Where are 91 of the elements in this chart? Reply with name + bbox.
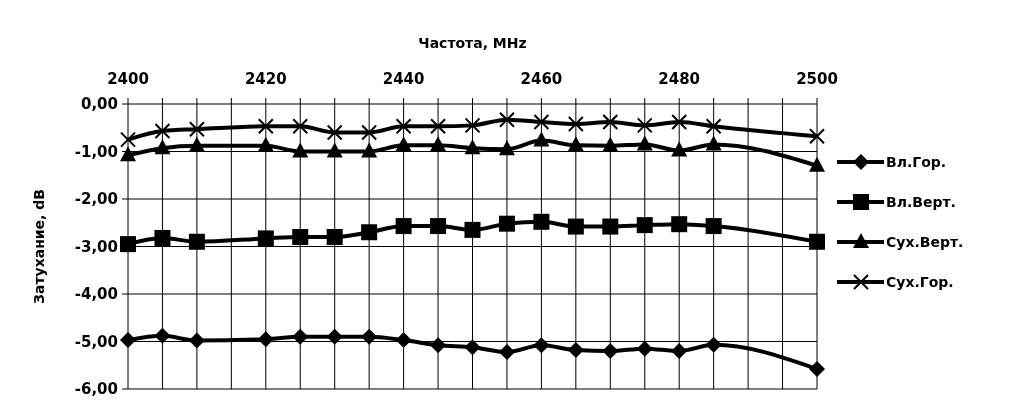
point [188, 121, 205, 138]
point [705, 135, 722, 151]
point [120, 131, 136, 148]
point [533, 337, 550, 354]
point [809, 156, 825, 172]
point [120, 146, 136, 162]
x-tick-label: 2460 [520, 70, 563, 88]
x-tick-label: 2420 [244, 70, 287, 88]
point [188, 332, 205, 349]
point [533, 131, 550, 147]
point [361, 124, 378, 141]
point [533, 213, 550, 230]
point [154, 327, 171, 344]
y-tick-label: -5,00 [74, 332, 118, 351]
y-tick-label: 0,00 [80, 95, 118, 114]
point [292, 229, 309, 245]
point [395, 332, 412, 349]
y-tick-label: -2,00 [74, 190, 118, 209]
y-tick-label: -1,00 [74, 142, 118, 161]
point [430, 218, 447, 235]
point [533, 114, 550, 131]
point [154, 229, 171, 246]
point [636, 340, 653, 357]
point [361, 328, 378, 345]
point [120, 236, 136, 253]
point [602, 343, 619, 359]
point [292, 142, 309, 158]
point [430, 118, 447, 135]
x-tick-label: 2440 [382, 70, 425, 88]
x-tick-label: 2400 [107, 70, 149, 88]
point [361, 224, 378, 241]
point [602, 136, 619, 152]
point [809, 128, 825, 145]
point [671, 216, 688, 233]
point [671, 141, 688, 157]
point [498, 215, 515, 232]
legend-label: Сух.Верт. [886, 233, 964, 250]
point [326, 142, 343, 158]
point [498, 111, 515, 128]
point [602, 114, 619, 131]
point [326, 229, 343, 245]
point [188, 136, 205, 152]
point [602, 218, 619, 235]
point [395, 136, 412, 152]
point [257, 230, 274, 247]
point [636, 217, 653, 234]
point [257, 118, 274, 135]
point [395, 118, 412, 135]
x-tick-label: 2480 [658, 70, 701, 88]
point [257, 136, 274, 152]
x-axis-title: Частота, MHz [418, 35, 527, 51]
point [257, 331, 274, 348]
point [809, 233, 825, 250]
y-axis-title: Затухание, dB [31, 189, 47, 304]
point [671, 343, 688, 359]
point [326, 124, 343, 141]
point [154, 123, 171, 140]
point [567, 342, 584, 359]
point [292, 118, 309, 135]
point [395, 218, 412, 235]
point [188, 233, 205, 250]
y-tick-label: -4,00 [74, 285, 118, 304]
point [464, 339, 481, 356]
x-tick-label: 2500 [796, 70, 838, 88]
point [636, 117, 653, 134]
point [705, 336, 722, 353]
point [292, 328, 309, 345]
point [705, 218, 722, 235]
point [809, 361, 825, 378]
point [498, 140, 515, 156]
legend-label: Вл.Верт. [886, 193, 956, 210]
point [464, 117, 481, 134]
point [464, 139, 481, 155]
point [671, 114, 688, 131]
point [567, 115, 584, 132]
point [705, 118, 722, 135]
point [154, 139, 171, 155]
legend-label: Вл.Гор. [886, 153, 947, 170]
point [430, 337, 447, 354]
y-tick-label: -3,00 [74, 237, 118, 256]
point [120, 332, 136, 349]
point [567, 218, 584, 235]
point [361, 142, 378, 158]
point [430, 136, 447, 152]
point [567, 136, 584, 152]
point [326, 328, 343, 345]
point [464, 221, 481, 238]
point [636, 135, 653, 151]
legend-label: Сух.Гор. [886, 273, 954, 290]
point [498, 343, 515, 360]
y-tick-label: -6,00 [74, 380, 118, 399]
